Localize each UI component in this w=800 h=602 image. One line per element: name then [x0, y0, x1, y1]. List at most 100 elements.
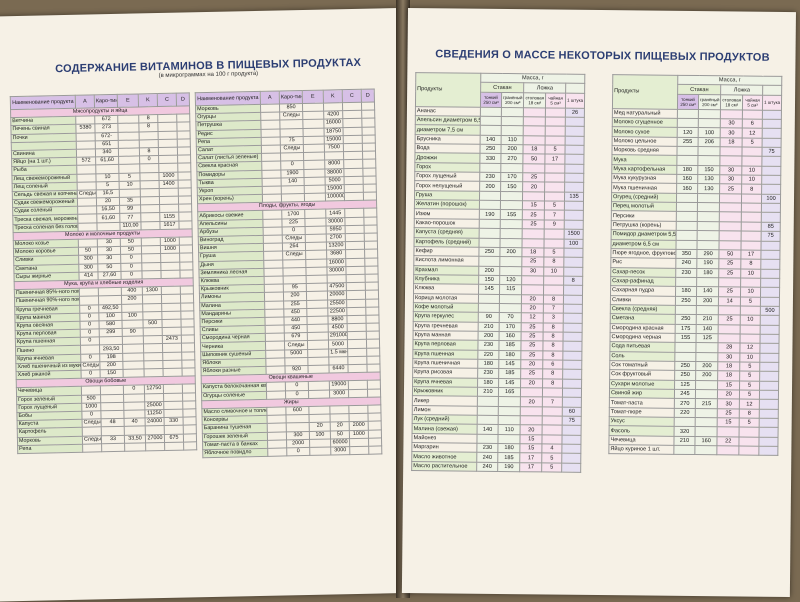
vitamin-value [178, 187, 192, 197]
mass-value [477, 396, 499, 407]
mass-value [523, 126, 546, 136]
product-name: Мука кукурузная [611, 173, 677, 184]
mass-value: 135 [564, 191, 584, 202]
mass-value: 220 [477, 349, 499, 360]
page-title: СВЕДЕНИЯ О МАССЕ НЕКОТОРЫХ ПИЩЕВЫХ ПРОДУ… [435, 48, 770, 64]
mass-value: 8 [542, 369, 563, 379]
product-name: Горох [414, 162, 480, 173]
mass-value [760, 268, 780, 279]
vitamin-value: 38000 [324, 168, 345, 177]
mass-value: 210 [477, 387, 499, 397]
mass-value [762, 119, 782, 129]
mass-value: 230 [476, 443, 498, 453]
mass-value [742, 109, 763, 120]
product-name: Сок томатный [609, 360, 675, 371]
mass-table-2: Продукты Масса, г Стакан Ложка тонкий 250 см… [608, 74, 782, 456]
mass-value: 25 [717, 408, 740, 419]
vitamin-value [368, 445, 382, 455]
product-name: Сода питьевая [609, 341, 676, 352]
mass-value: 25 [718, 286, 741, 297]
mass-value: 270 [674, 398, 696, 409]
column-header: A [75, 94, 95, 109]
product-name: Ликер [412, 395, 478, 406]
product-name: Томат-пюре [609, 407, 675, 418]
mass-value [696, 277, 720, 287]
mass-value [759, 390, 779, 400]
mass-value [760, 324, 780, 335]
column-header: A [260, 91, 280, 105]
column-header: гранёный 200 см³ [501, 92, 525, 108]
mass-value: 210 [673, 436, 696, 446]
mass-value [697, 212, 720, 222]
product-name: диаметром 7,5 см [415, 124, 481, 135]
mass-value [719, 240, 742, 250]
mass-value: 30 [717, 399, 740, 409]
vitamin-value [179, 253, 193, 262]
vitamin-value [183, 425, 197, 434]
mass-value: 210 [696, 314, 719, 325]
mass-value: 190 [696, 258, 720, 269]
mass-value [758, 436, 779, 447]
vitamin-value [182, 392, 196, 401]
column-header: E [302, 90, 324, 104]
mass-value: 115 [499, 284, 522, 295]
mass-value [720, 156, 743, 166]
vitamin-value: 1.5 мкн [328, 348, 348, 357]
mass-value [477, 405, 499, 416]
mass-value [545, 116, 566, 127]
product-name: Клюква [413, 283, 479, 294]
mass-value [740, 277, 761, 288]
vitamin-value [362, 167, 377, 176]
mass-value: 180 [477, 377, 499, 388]
mass-value: 5 [740, 296, 761, 307]
mass-value [759, 343, 780, 354]
mass-value: 185 [498, 340, 522, 351]
vitamin-value [177, 155, 191, 164]
mass-value: 5 [541, 462, 562, 473]
mass-value [760, 250, 781, 260]
mass-value: 20 [521, 303, 544, 314]
mass-value [760, 259, 780, 269]
mass-value [761, 212, 781, 223]
mass-value: 25 [521, 322, 544, 332]
mass-value [760, 287, 780, 297]
mass-value [695, 380, 719, 390]
mass-value [676, 221, 698, 231]
mass-value: 200 [696, 296, 719, 306]
product-name: Сливки [610, 295, 676, 306]
mass-value: 5 [739, 380, 760, 391]
mass-value: 25 [719, 184, 742, 194]
table-row: Яйцо куриное 1 шт. [608, 444, 778, 456]
mass-value [762, 128, 782, 139]
mass-value: 150 [478, 275, 500, 285]
mass-value [499, 266, 523, 276]
product-name: Крупа пшенная [412, 349, 478, 360]
mass-value: 100 [761, 193, 781, 204]
vitamin-value [363, 183, 377, 193]
mass-value: 10 [739, 352, 760, 363]
mass-value: 17 [520, 453, 542, 463]
mass-value: 10 [740, 315, 761, 325]
vitamin-value [178, 204, 192, 213]
column-header: C [157, 93, 177, 107]
mass-value: 12 [521, 312, 544, 323]
vitamin-value [180, 302, 194, 311]
product-name: Мед натуральный [612, 108, 678, 119]
mass-value: 8 [740, 259, 761, 269]
vitamin-value [177, 138, 191, 148]
mass-value: 330 [479, 153, 501, 164]
vitamin-value: 12750 [144, 384, 164, 394]
mass-value [695, 352, 719, 362]
column-header: K [323, 89, 343, 104]
product-name: Пюре ягодное, фруктовое [610, 248, 676, 259]
vitamin-value [176, 114, 190, 123]
mass-value: 200 [478, 265, 500, 276]
product-name: Горох нелущеный [414, 181, 480, 192]
mass-value: 110 [498, 424, 521, 435]
vitamin-value [363, 208, 377, 217]
mass-value: 120 [499, 275, 523, 285]
product-name: Сахар-песок [610, 267, 676, 278]
product-name: Масло животное [411, 451, 477, 462]
mass-value [719, 221, 742, 232]
mass-value: 250 [675, 295, 697, 306]
